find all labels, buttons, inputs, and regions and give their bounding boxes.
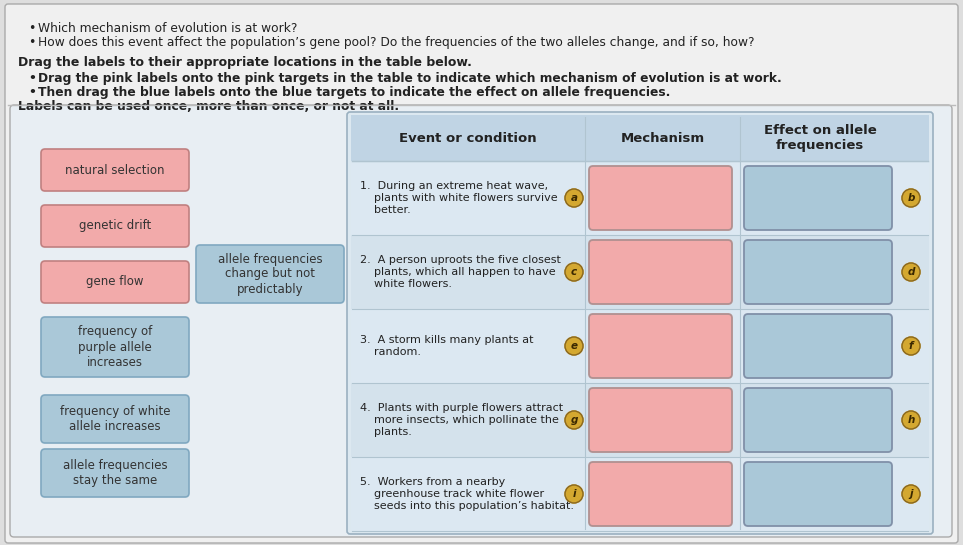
Text: b: b [907,193,915,203]
FancyBboxPatch shape [744,462,892,526]
FancyBboxPatch shape [351,161,929,235]
Circle shape [902,411,920,429]
FancyBboxPatch shape [744,166,892,230]
FancyBboxPatch shape [589,388,732,452]
Text: allele frequencies
stay the same: allele frequencies stay the same [63,459,168,487]
Text: •: • [28,36,36,49]
Text: Drag the labels to their appropriate locations in the table below.: Drag the labels to their appropriate loc… [18,56,472,69]
Text: frequency of white
allele increases: frequency of white allele increases [60,405,170,433]
FancyBboxPatch shape [744,314,892,378]
Text: 4.  Plants with purple flowers attract
    more insects, which pollinate the
   : 4. Plants with purple flowers attract mo… [360,403,563,437]
Text: •: • [28,72,36,85]
Text: e: e [570,341,578,351]
FancyBboxPatch shape [41,317,189,377]
Circle shape [565,485,583,503]
Text: frequency of
purple allele
increases: frequency of purple allele increases [78,325,152,368]
Text: h: h [907,415,915,425]
Text: •: • [28,86,36,99]
FancyBboxPatch shape [196,245,344,303]
FancyBboxPatch shape [351,383,929,457]
FancyBboxPatch shape [744,240,892,304]
FancyBboxPatch shape [589,462,732,526]
FancyBboxPatch shape [351,235,929,309]
FancyBboxPatch shape [8,7,955,105]
Circle shape [565,189,583,207]
Circle shape [902,263,920,281]
Text: a: a [570,193,578,203]
FancyBboxPatch shape [347,112,933,534]
FancyBboxPatch shape [41,261,189,303]
FancyBboxPatch shape [589,240,732,304]
Text: f: f [909,341,913,351]
Text: 5.  Workers from a nearby
    greenhouse track white flower
    seeds into this : 5. Workers from a nearby greenhouse trac… [360,477,574,511]
Text: natural selection: natural selection [65,164,165,177]
Circle shape [902,189,920,207]
FancyBboxPatch shape [41,449,189,497]
Text: g: g [570,415,578,425]
Text: Event or condition: Event or condition [399,131,536,144]
FancyBboxPatch shape [41,149,189,191]
FancyBboxPatch shape [5,4,958,543]
FancyBboxPatch shape [589,166,732,230]
FancyBboxPatch shape [351,115,929,161]
Text: d: d [907,267,915,277]
Circle shape [565,263,583,281]
Text: allele frequencies
change but not
predictably: allele frequencies change but not predic… [218,252,323,295]
Text: Then drag the blue labels onto the blue targets to indicate the effect on allele: Then drag the blue labels onto the blue … [38,86,670,99]
Text: 1.  During an extreme heat wave,
    plants with white flowers survive
    bette: 1. During an extreme heat wave, plants w… [360,181,558,215]
Text: genetic drift: genetic drift [79,220,151,233]
Text: j: j [909,489,913,499]
FancyBboxPatch shape [10,105,952,537]
Text: How does this event affect the population’s gene pool? Do the frequencies of the: How does this event affect the populatio… [38,36,754,49]
Text: 2.  A person uproots the five closest
    plants, which all happen to have
    w: 2. A person uproots the five closest pla… [360,256,560,289]
FancyBboxPatch shape [351,457,929,531]
Circle shape [565,337,583,355]
Text: Labels can be used once, more than once, or not at all.: Labels can be used once, more than once,… [18,100,399,113]
FancyBboxPatch shape [589,314,732,378]
Circle shape [902,485,920,503]
Text: c: c [571,267,577,277]
Text: Drag the pink labels onto the pink targets in the table to indicate which mechan: Drag the pink labels onto the pink targe… [38,72,782,85]
FancyBboxPatch shape [41,395,189,443]
Text: Mechanism: Mechanism [620,131,705,144]
Circle shape [902,337,920,355]
Text: 3.  A storm kills many plants at
    random.: 3. A storm kills many plants at random. [360,335,534,357]
FancyBboxPatch shape [41,205,189,247]
Text: i: i [572,489,576,499]
Text: •: • [28,22,36,35]
Circle shape [565,411,583,429]
Text: Which mechanism of evolution is at work?: Which mechanism of evolution is at work? [38,22,298,35]
FancyBboxPatch shape [351,309,929,383]
Text: Effect on allele
frequencies: Effect on allele frequencies [764,124,876,152]
FancyBboxPatch shape [744,388,892,452]
Text: gene flow: gene flow [87,276,143,288]
